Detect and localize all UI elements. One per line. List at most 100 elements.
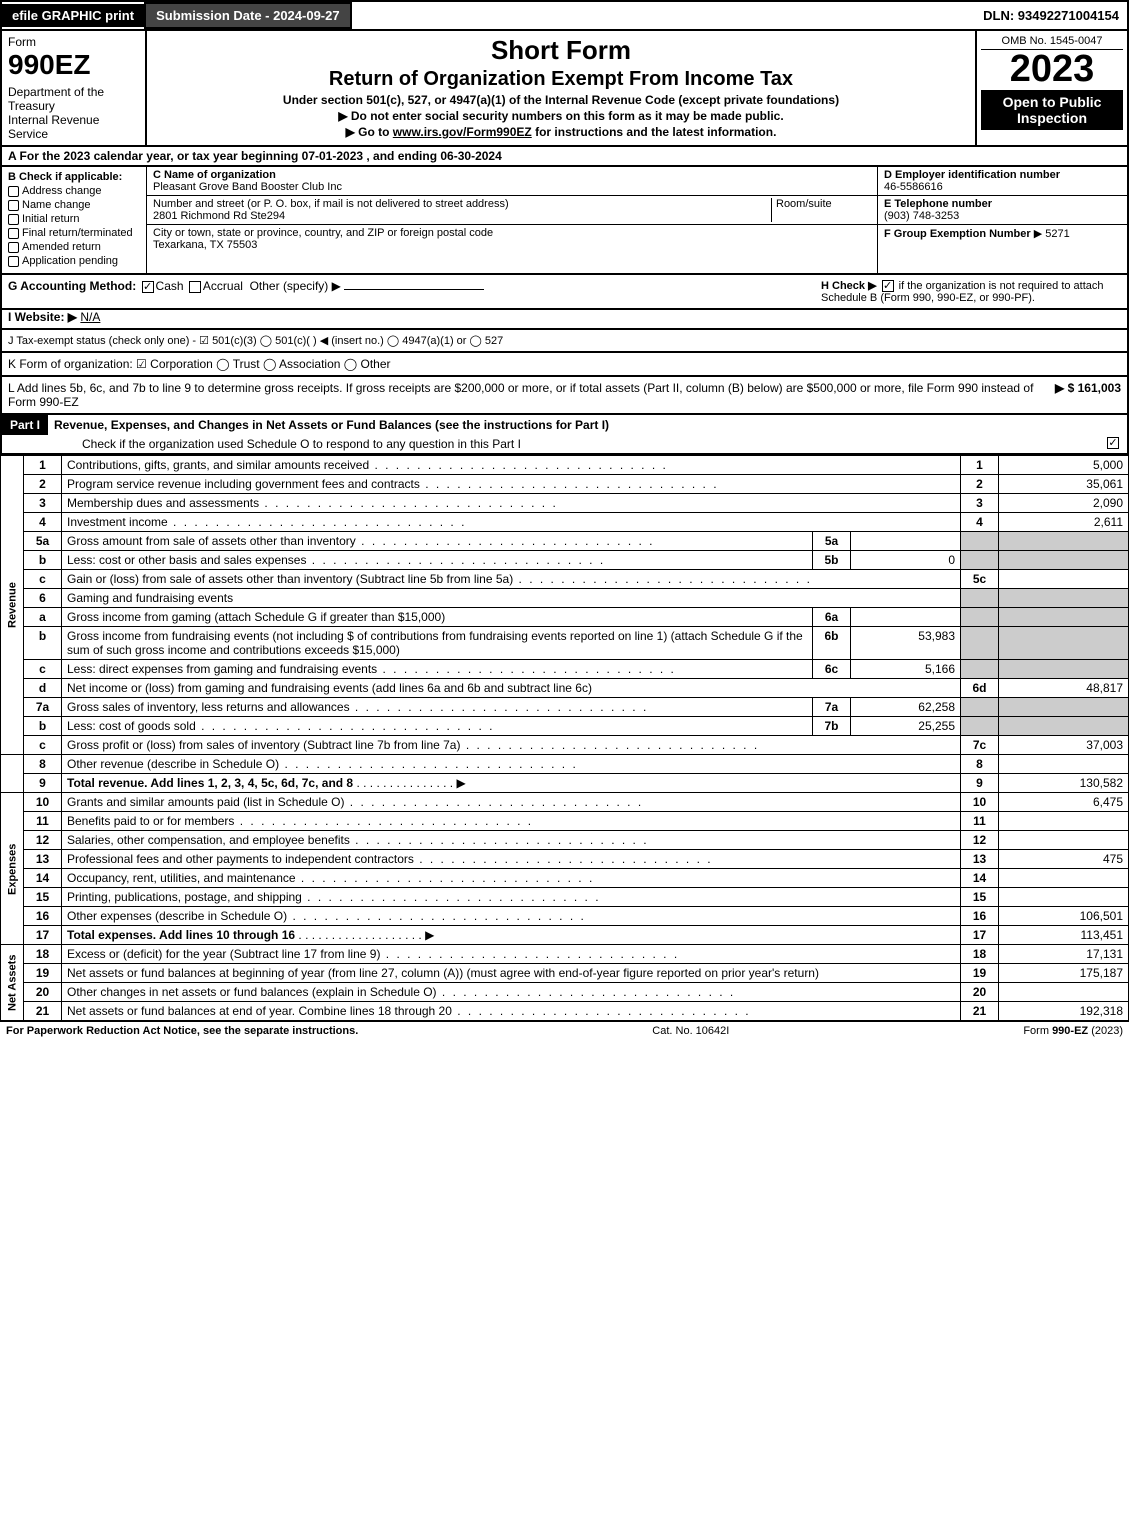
l-text: L Add lines 5b, 6c, and 7b to line 9 to … (8, 381, 1055, 409)
line-10-val: 6,475 (999, 793, 1129, 812)
main-title: Return of Organization Exempt From Incom… (151, 68, 971, 91)
checkbox-application-pending[interactable] (8, 256, 19, 267)
line-7b-sub: 7b (813, 717, 851, 736)
line-5a-sub: 5a (813, 532, 851, 551)
line-21-desc: Net assets or fund balances at end of ye… (67, 1004, 751, 1018)
checkbox-name-change[interactable] (8, 200, 19, 211)
row-g-h: G Accounting Method: Cash Accrual Other … (0, 275, 1129, 310)
box-b: B Check if applicable: Address change Na… (2, 167, 147, 273)
checkbox-part1-scho[interactable] (1107, 437, 1119, 449)
line-7a-no: 7a (24, 698, 62, 717)
line-7b-no: b (24, 717, 62, 736)
line-15-no: 15 (24, 888, 62, 907)
sidebar-expenses: Expenses (1, 793, 24, 945)
line-13-num: 13 (961, 850, 999, 869)
section-a: A For the 2023 calendar year, or tax yea… (0, 147, 1129, 167)
page-footer: For Paperwork Reduction Act Notice, see … (0, 1021, 1129, 1040)
g-other: Other (specify) ▶ (250, 279, 341, 293)
line-7c-no: c (24, 736, 62, 755)
efile-print-button[interactable]: efile GRAPHIC print (2, 4, 144, 27)
row-g: G Accounting Method: Cash Accrual Other … (8, 279, 484, 304)
line-20-val (999, 983, 1129, 1002)
line-6d-num: 6d (961, 679, 999, 698)
line-5b-numshade (961, 551, 999, 570)
line-5b-desc: Less: cost or other basis and sales expe… (67, 553, 605, 567)
ein-value: 46-5586616 (884, 181, 1121, 193)
line-6a-no: a (24, 608, 62, 627)
opt-initial-return: Initial return (22, 213, 79, 225)
line-19-num: 19 (961, 964, 999, 983)
tel-label: E Telephone number (884, 198, 1121, 210)
short-form-title: Short Form (151, 35, 971, 66)
line-17-desc: Total expenses. Add lines 10 through 16 (67, 928, 295, 942)
checkbox-amended-return[interactable] (8, 242, 19, 253)
g-other-input[interactable] (344, 289, 484, 290)
department-label: Department of the Treasury Internal Reve… (8, 85, 139, 141)
street-value: 2801 Richmond Rd Ste294 (153, 210, 771, 222)
room-suite-label: Room/suite (771, 198, 871, 222)
line-18-no: 18 (24, 945, 62, 964)
line-15-num: 15 (961, 888, 999, 907)
line-20-desc: Other changes in net assets or fund bala… (67, 985, 735, 999)
line-5a-no: 5a (24, 532, 62, 551)
form-header: Form 990EZ Department of the Treasury In… (0, 31, 1129, 147)
checkbox-cash[interactable] (142, 281, 154, 293)
g-cash: Cash (156, 279, 184, 293)
line-5b-subval: 0 (851, 551, 961, 570)
group-value: ▶ 5271 (1034, 228, 1070, 240)
line-12-no: 12 (24, 831, 62, 850)
i-value: N/A (80, 310, 100, 324)
checkbox-initial-return[interactable] (8, 214, 19, 225)
checkbox-accrual[interactable] (189, 281, 201, 293)
line-6d-desc: Net income or (loss) from gaming and fun… (62, 679, 961, 698)
checkbox-address-change[interactable] (8, 186, 19, 197)
line-6a-numshade (961, 608, 999, 627)
part-1-header-row: Part I Revenue, Expenses, and Changes in… (0, 415, 1129, 455)
irs-link[interactable]: www.irs.gov/Form990EZ (393, 125, 532, 139)
opt-address-change: Address change (22, 185, 102, 197)
line-11-val (999, 812, 1129, 831)
city-label: City or town, state or province, country… (153, 227, 871, 239)
line-16-desc: Other expenses (describe in Schedule O) (67, 909, 586, 923)
line-2-desc: Program service revenue including govern… (67, 477, 719, 491)
line-16-no: 16 (24, 907, 62, 926)
line-5b-sub: 5b (813, 551, 851, 570)
sidebar-netassets: Net Assets (1, 945, 24, 1021)
line-4-val: 2,611 (999, 513, 1129, 532)
line-5c-val (999, 570, 1129, 589)
row-k: K Form of organization: ☑ Corporation ◯ … (0, 353, 1129, 377)
line-10-no: 10 (24, 793, 62, 812)
checkbox-final-return[interactable] (8, 228, 19, 239)
line-6b-no: b (24, 627, 62, 660)
line-6b-valshade (999, 627, 1129, 660)
line-6a-subval (851, 608, 961, 627)
line-11-desc: Benefits paid to or for members (67, 814, 533, 828)
line-6b-numshade (961, 627, 999, 660)
line-7b-desc: Less: cost of goods sold (67, 719, 494, 733)
subtitle-1: Under section 501(c), 527, or 4947(a)(1)… (151, 93, 971, 107)
opt-name-change: Name change (22, 199, 91, 211)
checkbox-h[interactable] (882, 280, 894, 292)
line-6-numshade (961, 589, 999, 608)
line-7c-num: 7c (961, 736, 999, 755)
l-amount: ▶ $ 161,003 (1055, 381, 1121, 409)
lines-table: Revenue 1 Contributions, gifts, grants, … (0, 455, 1129, 1021)
line-6b-desc: Gross income from fundraising events (no… (62, 627, 813, 660)
line-11-no: 11 (24, 812, 62, 831)
org-name: Pleasant Grove Band Booster Club Inc (153, 181, 871, 193)
line-4-desc: Investment income (67, 515, 466, 529)
line-6b-sub: 6b (813, 627, 851, 660)
line-4-no: 4 (24, 513, 62, 532)
line-21-val: 192,318 (999, 1002, 1129, 1021)
line-12-val (999, 831, 1129, 850)
line-18-desc: Excess or (deficit) for the year (Subtra… (67, 947, 679, 961)
line-6d-val: 48,817 (999, 679, 1129, 698)
box-d: D Employer identification number 46-5586… (877, 167, 1127, 273)
i-label: I Website: ▶ (8, 310, 77, 324)
dln-label: DLN: 93492271004154 (975, 4, 1127, 27)
line-8-num: 8 (961, 755, 999, 774)
line-17-num: 17 (961, 926, 999, 945)
line-16-num: 16 (961, 907, 999, 926)
submission-date-button[interactable]: Submission Date - 2024-09-27 (144, 2, 352, 29)
line-5c-desc: Gain or (loss) from sale of assets other… (67, 572, 812, 586)
